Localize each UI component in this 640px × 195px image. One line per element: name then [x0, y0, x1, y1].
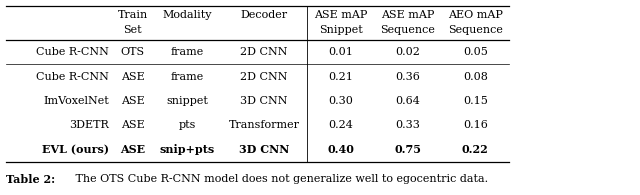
Text: 3D CNN: 3D CNN: [239, 144, 289, 155]
Text: EVL (ours): EVL (ours): [42, 144, 109, 155]
Text: Snippet: Snippet: [319, 25, 363, 35]
Text: 0.36: 0.36: [396, 72, 420, 82]
Text: ASE: ASE: [121, 120, 145, 130]
Text: 0.30: 0.30: [328, 96, 353, 106]
Text: Train: Train: [118, 10, 148, 20]
Text: 0.33: 0.33: [396, 120, 420, 130]
Text: OTS: OTS: [121, 47, 145, 57]
Text: frame: frame: [171, 47, 204, 57]
Text: Sequence: Sequence: [448, 25, 502, 35]
Text: 0.15: 0.15: [463, 96, 488, 106]
Text: pts: pts: [179, 120, 196, 130]
Text: 0.16: 0.16: [463, 120, 488, 130]
Text: ASE: ASE: [121, 96, 145, 106]
Text: 0.05: 0.05: [463, 47, 488, 57]
Text: 3DETR: 3DETR: [69, 120, 109, 130]
Text: snip+pts: snip+pts: [159, 144, 215, 155]
Text: Sequence: Sequence: [381, 25, 435, 35]
Text: 0.08: 0.08: [463, 72, 488, 82]
Text: 0.75: 0.75: [394, 144, 422, 155]
Text: Cube R-CNN: Cube R-CNN: [36, 47, 109, 57]
Text: ASE mAP: ASE mAP: [381, 10, 435, 20]
Text: ASE: ASE: [121, 72, 145, 82]
Text: 0.64: 0.64: [396, 96, 420, 106]
Text: Cube R-CNN: Cube R-CNN: [36, 72, 109, 82]
Text: 3D CNN: 3D CNN: [240, 96, 288, 106]
Text: 0.01: 0.01: [328, 47, 353, 57]
Text: The OTS Cube R-CNN model does not generalize well to egocentric data.: The OTS Cube R-CNN model does not genera…: [72, 174, 488, 183]
Text: 0.40: 0.40: [328, 144, 354, 155]
Text: frame: frame: [171, 72, 204, 82]
Text: 0.02: 0.02: [396, 47, 420, 57]
Text: ImVoxelNet: ImVoxelNet: [43, 96, 109, 106]
Text: Transformer: Transformer: [228, 120, 300, 130]
Text: 2D CNN: 2D CNN: [240, 47, 288, 57]
Text: 0.24: 0.24: [328, 120, 353, 130]
Text: snippet: snippet: [166, 96, 208, 106]
Text: Table 2:: Table 2:: [6, 174, 56, 184]
Text: Decoder: Decoder: [241, 10, 287, 20]
Text: Modality: Modality: [163, 10, 212, 20]
Text: AEO mAP: AEO mAP: [448, 10, 502, 20]
Text: ASE: ASE: [120, 144, 145, 155]
Text: 2D CNN: 2D CNN: [240, 72, 288, 82]
Text: Set: Set: [124, 25, 142, 35]
Text: ASE mAP: ASE mAP: [314, 10, 367, 20]
Text: 0.21: 0.21: [328, 72, 353, 82]
Text: 0.22: 0.22: [462, 144, 488, 155]
